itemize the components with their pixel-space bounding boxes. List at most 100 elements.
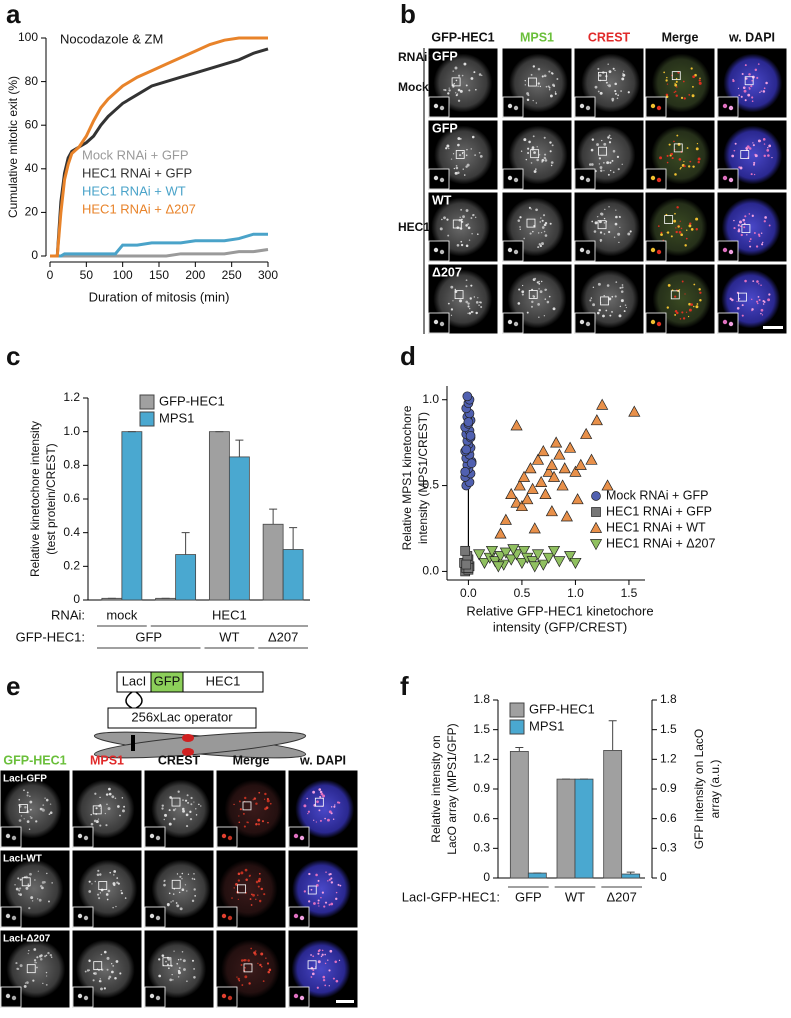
speckle	[536, 146, 538, 148]
speckle	[34, 879, 36, 881]
speckle	[537, 85, 539, 87]
speckle	[116, 877, 119, 879]
speckle	[29, 800, 33, 804]
speckle	[233, 803, 235, 806]
speckle	[621, 77, 625, 81]
speckle	[253, 797, 257, 800]
speckle	[120, 889, 123, 892]
speckle	[322, 794, 326, 798]
speckle	[744, 99, 747, 102]
speckle	[19, 893, 22, 896]
speckle	[608, 70, 612, 74]
speckle	[543, 315, 546, 317]
row-label: LacI-GFP-HEC1:	[402, 889, 500, 904]
roi-box	[98, 881, 108, 890]
legend-swatch	[139, 411, 155, 427]
speckle	[602, 314, 605, 318]
speckle	[526, 311, 529, 314]
inset	[216, 986, 238, 1008]
speckle	[324, 901, 328, 904]
speckle	[687, 315, 690, 318]
speckle	[320, 792, 324, 796]
speckle	[190, 803, 193, 806]
speckle	[452, 300, 454, 302]
speckle	[313, 902, 316, 905]
axis-title: GFP intensity on LacO	[692, 729, 706, 850]
speckle	[686, 147, 689, 149]
speckle	[174, 808, 177, 810]
point	[517, 470, 531, 482]
speckle	[249, 898, 252, 900]
point	[461, 444, 472, 455]
cell	[151, 859, 211, 919]
speckle	[612, 67, 615, 70]
inset	[0, 906, 22, 928]
speckle	[338, 959, 341, 962]
speckle	[753, 163, 755, 166]
speckle	[48, 813, 51, 816]
speckle	[530, 208, 532, 210]
speckle	[20, 815, 23, 817]
speckle	[103, 987, 106, 990]
speckle	[678, 158, 682, 161]
speckle	[748, 73, 751, 76]
point	[510, 419, 523, 431]
point	[473, 549, 486, 561]
panel-letter: c	[6, 341, 20, 371]
speckle	[740, 233, 743, 237]
speckle	[332, 818, 335, 820]
construct-label: HEC1	[206, 673, 241, 688]
speckle	[453, 167, 456, 170]
inset	[717, 312, 739, 334]
speckle	[33, 959, 37, 962]
inset-dot	[83, 995, 89, 1001]
column-header: Merge	[662, 30, 699, 44]
speckle	[475, 311, 478, 315]
legend-marker	[591, 491, 601, 501]
speckle	[193, 878, 196, 880]
speckle	[446, 218, 449, 221]
speckle	[536, 281, 539, 284]
speckle	[683, 165, 686, 168]
speckle	[452, 70, 454, 72]
error-bar	[181, 532, 190, 555]
legend-entry: HEC1 RNAi + Δ207	[82, 201, 196, 216]
speckle	[616, 155, 620, 158]
speckle	[748, 147, 752, 150]
speckle	[94, 792, 97, 795]
operator-box	[107, 707, 257, 729]
speckle	[681, 280, 684, 283]
speckle	[339, 884, 342, 887]
speckle	[623, 310, 626, 313]
speckle	[90, 822, 94, 826]
speckle	[526, 98, 530, 102]
speckle	[695, 305, 699, 309]
cell	[2, 779, 62, 839]
speckle	[683, 160, 685, 163]
tick-label: 0.8	[63, 458, 80, 472]
speckle	[760, 308, 764, 312]
speckle	[473, 71, 476, 74]
speckle	[673, 219, 677, 223]
speckle	[615, 215, 618, 219]
speckle	[544, 159, 548, 162]
speckle	[447, 234, 450, 237]
speckle	[698, 81, 702, 85]
cell	[224, 779, 284, 839]
speckle	[744, 64, 747, 67]
speckle	[682, 317, 686, 320]
construct-label: LacI	[122, 673, 147, 688]
speckle	[28, 795, 31, 798]
inset-dot	[293, 833, 299, 839]
speckle	[257, 823, 261, 826]
legend-entry: HEC1 RNAi + Δ207	[606, 536, 715, 550]
speckle	[119, 972, 122, 975]
roi-box	[744, 76, 754, 86]
speckle	[757, 295, 760, 298]
speckle	[733, 227, 736, 230]
tile-label: LacI-WT	[3, 854, 42, 865]
speckle	[589, 299, 592, 302]
column-header: w. DAPI	[728, 30, 775, 44]
scale-bar	[336, 1000, 354, 1003]
tick-label: 0	[47, 268, 54, 282]
